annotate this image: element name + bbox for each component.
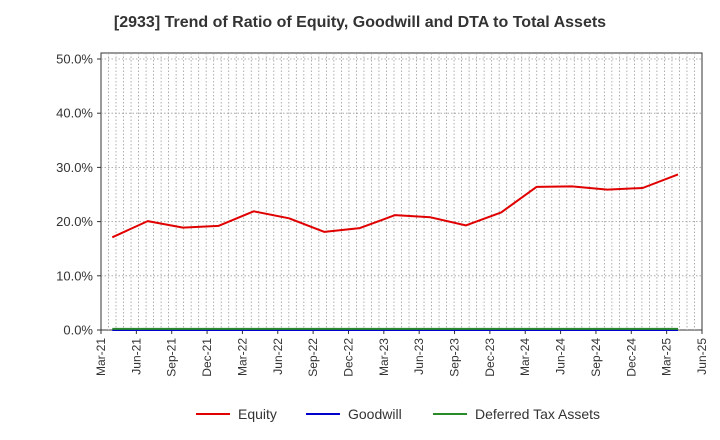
y-tick-label: 30.0% — [56, 160, 93, 175]
y-tick-label: 50.0% — [56, 52, 93, 67]
series-lines — [111, 173, 679, 331]
x-tick-label: Mar-23 — [377, 338, 391, 376]
x-tick-label: Jun-23 — [412, 338, 426, 375]
series-line-equity — [111, 173, 679, 239]
x-tick-label: Dec-22 — [341, 338, 355, 377]
x-tick-label: Jun-21 — [129, 338, 143, 375]
x-axis-ticks: Mar-21 Jun-21 Sep-21 Dec-21 Mar-22 Jun-22 Sep-… — [94, 330, 709, 377]
legend-label: Deferred Tax Assets — [475, 406, 600, 422]
gridlines — [101, 53, 702, 330]
x-tick-label: Mar-25 — [660, 338, 674, 376]
x-tick-label: Jun-25 — [695, 338, 709, 375]
x-tick-label: Mar-24 — [518, 338, 532, 376]
x-tick-label: Mar-22 — [235, 338, 249, 376]
y-tick-label: 0.0% — [63, 323, 93, 338]
legend-label: Equity — [238, 406, 277, 422]
x-tick-label: Sep-24 — [589, 338, 603, 377]
y-axis-ticks: 0.0% 10.0% 20.0% 30.0% 40.0% 50.0% — [56, 52, 101, 338]
x-tick-label: Sep-23 — [448, 338, 462, 377]
x-tick-label: Jun-24 — [554, 338, 568, 375]
x-tick-label: Dec-24 — [624, 338, 638, 377]
plot-area — [100, 52, 703, 331]
x-tick-label: Mar-21 — [94, 338, 108, 376]
x-tick-label: Jun-22 — [271, 338, 285, 375]
x-tick-label: Sep-21 — [165, 338, 179, 377]
legend-label: Goodwill — [348, 406, 402, 422]
y-tick-label: 40.0% — [56, 106, 93, 121]
y-tick-label: 20.0% — [56, 214, 93, 229]
x-tick-label: Dec-23 — [483, 338, 497, 377]
x-tick-label: Dec-21 — [200, 338, 214, 377]
x-tick-label: Sep-22 — [306, 338, 320, 377]
legend: Equity Goodwill Deferred Tax Assets — [196, 406, 600, 422]
y-tick-label: 10.0% — [56, 268, 93, 283]
chart-title: [2933] Trend of Ratio of Equity, Goodwil… — [113, 14, 607, 31]
